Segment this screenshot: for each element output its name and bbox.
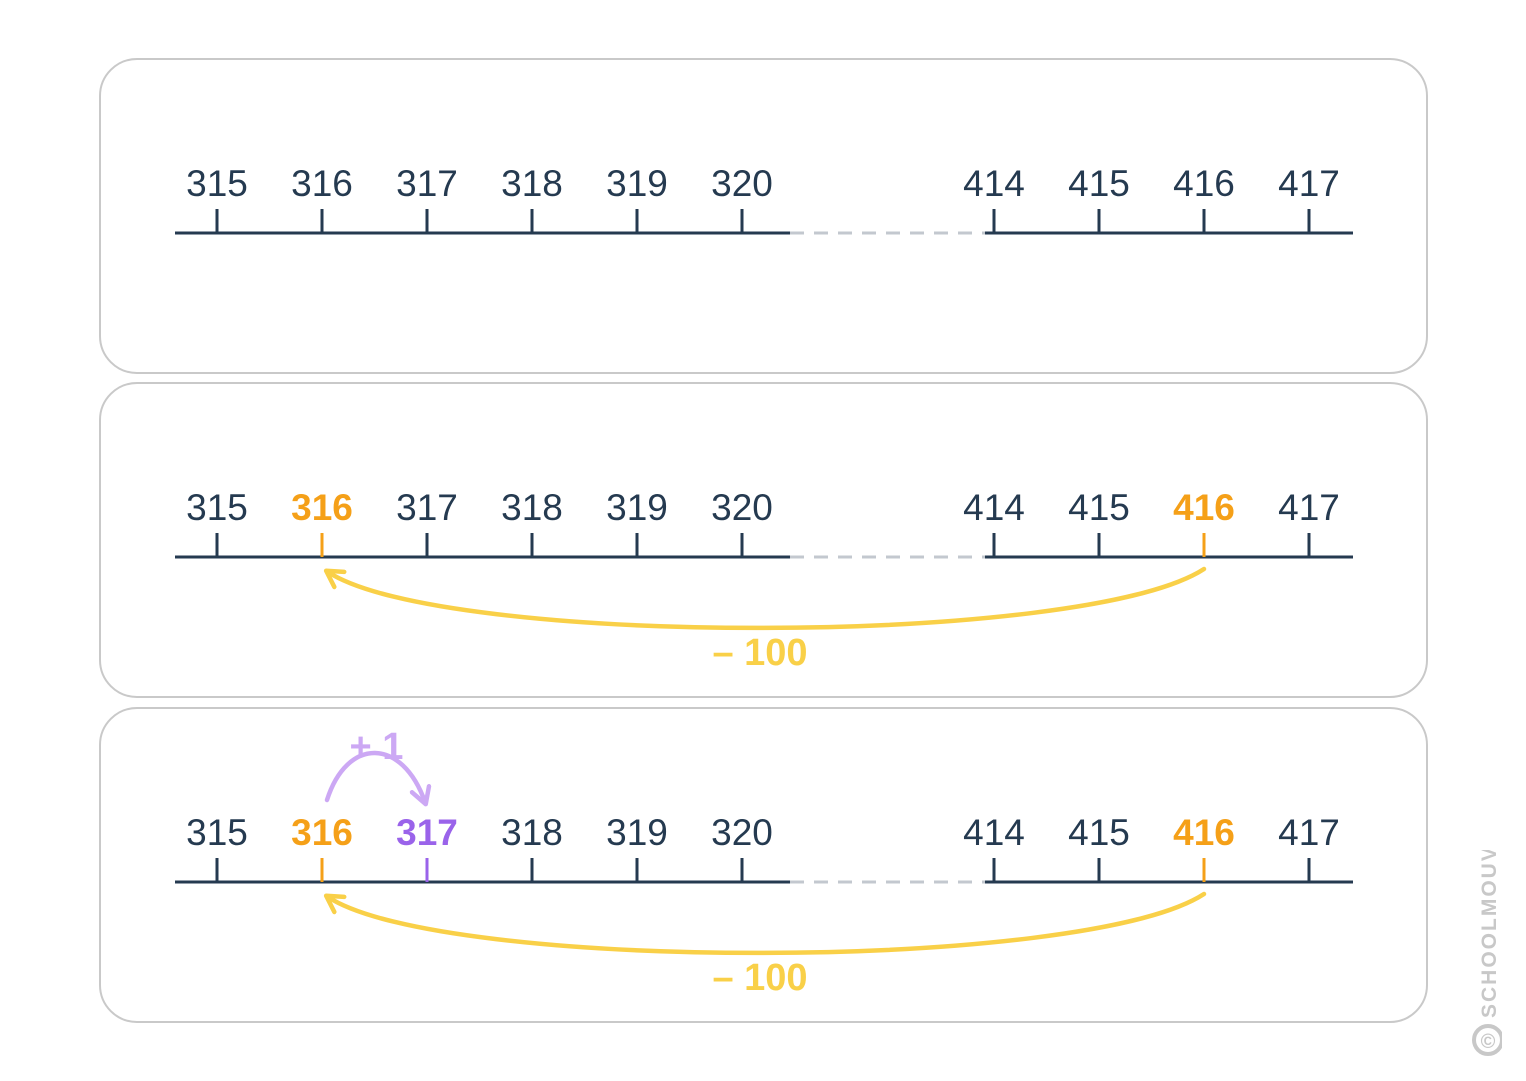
tick-label-316: 316 <box>291 487 353 528</box>
number-line-3: 315 316 317 318 319 320 414 415 416 417 + 1 – 100 <box>175 726 1353 999</box>
tick-label-416: 416 <box>1173 163 1235 204</box>
tick-label-319: 319 <box>606 163 668 204</box>
tick-label-417: 417 <box>1278 812 1340 853</box>
tick-label-319: 319 <box>606 487 668 528</box>
tick-label-317: 317 <box>396 487 458 528</box>
tick-label-315: 315 <box>186 812 248 853</box>
tick-label-317: 317 <box>396 163 458 204</box>
tick-label-414: 414 <box>963 487 1025 528</box>
tick-label-320: 320 <box>711 487 773 528</box>
tick-label-318: 318 <box>501 812 563 853</box>
tick-label-316: 316 <box>291 812 353 853</box>
tick-label-315: 315 <box>186 163 248 204</box>
number-line-2: 315 316 317 318 319 320 414 415 416 417 – 100 <box>175 487 1353 674</box>
copyright-icon: © <box>1472 1024 1504 1056</box>
tick-label-415: 415 <box>1068 812 1130 853</box>
watermark: © SCHOOLMOUV <box>1452 845 1504 1060</box>
tick-label-318: 318 <box>501 487 563 528</box>
tick-label-417: 417 <box>1278 163 1340 204</box>
tick-label-417: 417 <box>1278 487 1340 528</box>
tick-label-415: 415 <box>1068 487 1130 528</box>
jump-arrow-2-1 <box>323 566 1207 631</box>
jump-arrow-3-2 <box>323 891 1207 956</box>
jump-arrow-3-1 <box>324 750 432 807</box>
tick-label-319: 319 <box>606 812 668 853</box>
jump-label-2-1: – 100 <box>712 632 807 674</box>
watermark-text: SCHOOLMOUV <box>1478 850 1501 1018</box>
tick-label-414: 414 <box>963 163 1025 204</box>
tick-label-316: 316 <box>291 163 353 204</box>
tick-label-415: 415 <box>1068 163 1130 204</box>
tick-label-416: 416 <box>1173 812 1235 853</box>
tick-label-320: 320 <box>711 812 773 853</box>
tick-label-318: 318 <box>501 163 563 204</box>
tick-label-414: 414 <box>963 812 1025 853</box>
copyright-symbol: © <box>1481 1031 1496 1053</box>
jump-label-3-1: + 1 <box>350 726 404 768</box>
tick-label-416: 416 <box>1173 487 1235 528</box>
jump-label-3-2: – 100 <box>712 957 807 999</box>
tick-label-317: 317 <box>396 812 458 853</box>
number-line-1: 315 316 317 318 319 320 414 415 416 417 <box>175 163 1353 235</box>
tick-label-320: 320 <box>711 163 773 204</box>
tick-label-315: 315 <box>186 487 248 528</box>
